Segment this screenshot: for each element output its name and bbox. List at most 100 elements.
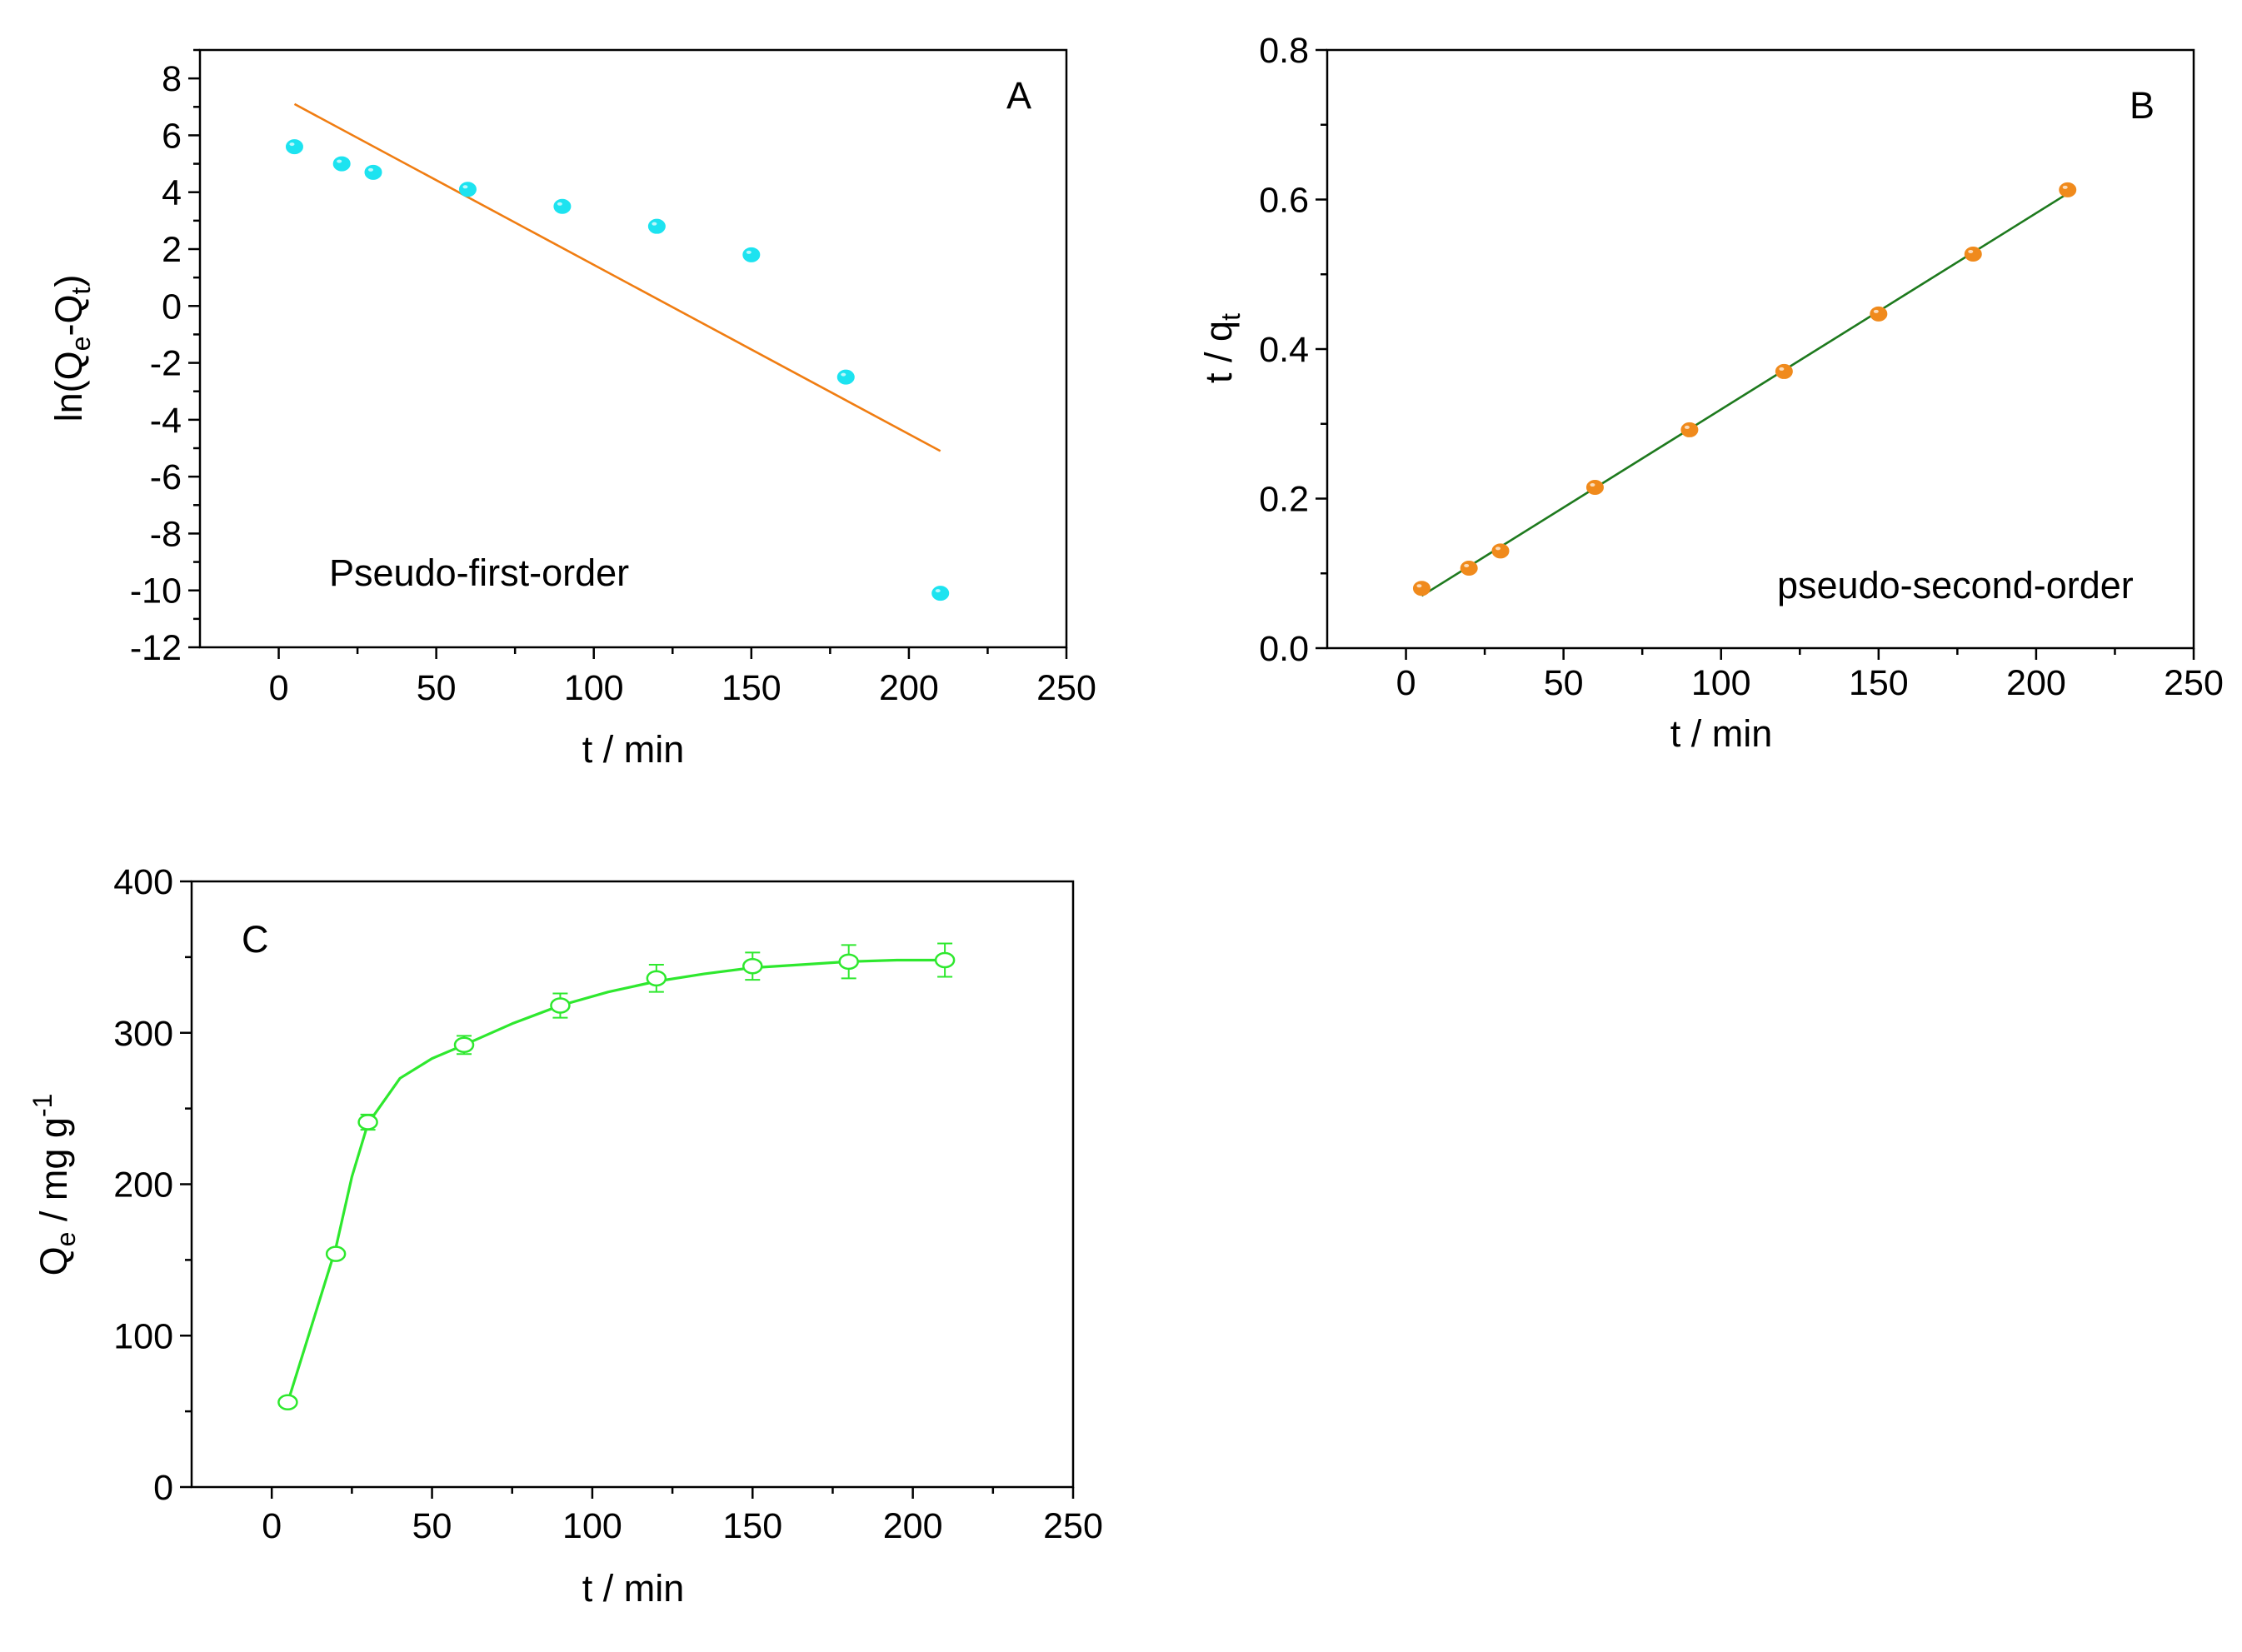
- panel-a-data-point: [553, 198, 572, 214]
- panel-a-y-tick-label: 0: [162, 287, 182, 327]
- panel-a-y-tick-label: 8: [162, 59, 182, 99]
- panel-c-y-axis-title: Qe / mg g-1: [27, 1094, 81, 1276]
- panel-b-y-tick-label: 0.8: [1259, 31, 1309, 71]
- panel-a-y-tick-label: 4: [162, 173, 182, 213]
- panel-c-data-point: [453, 1036, 475, 1054]
- panel-a-y-axis-title: ln(Qe-Qt): [47, 275, 96, 422]
- panel-c-adsorption-kinetics: 0 50 100 150 200 250 0 100 200 300 400 C t / min Q…: [27, 862, 1103, 1610]
- panel-c-data-point: [934, 951, 956, 969]
- panel-b-data-point: [1964, 247, 1982, 262]
- panel-c-data-point: [646, 970, 667, 987]
- panel-b-data-point: [1412, 581, 1431, 596]
- panel-a-data-point-highlight: [337, 159, 342, 163]
- panel-a-x-tick-label: 100: [564, 668, 624, 708]
- panel-c-x-tick-label: 250: [1043, 1506, 1103, 1546]
- panel-b-pseudo-second-order: 0 50 100 150 200 250 0.0 0.2 0.4 0.6 0.8 B pseudo-…: [1197, 31, 2224, 755]
- panel-c-x-tick-label: 100: [562, 1506, 622, 1546]
- panel-b-data-point: [1870, 306, 1888, 322]
- panel-c-data-point: [357, 1114, 378, 1130]
- panel-b-data-point-highlight: [2062, 185, 2068, 189]
- panel-a-data-point-highlight: [462, 185, 468, 189]
- panel-a-data-point-highlight: [652, 222, 657, 226]
- panel-c-x-tick-label: 50: [412, 1506, 452, 1546]
- panel-a-y-tick-label: -8: [150, 514, 182, 554]
- panel-b-ticks: 0 50 100 150 200 250 0.0 0.2 0.4 0.6 0.8: [1259, 31, 2224, 703]
- panel-a-x-axis-title: t / min: [582, 728, 685, 771]
- panel-a-data-point: [332, 156, 351, 172]
- panel-b-x-tick-label: 200: [2006, 663, 2066, 703]
- panel-a-plot-frame: [198, 48, 1068, 649]
- panel-c-y-tick-label: 300: [113, 1014, 173, 1054]
- panel-c-x-tick-label: 200: [883, 1506, 943, 1546]
- panel-a-y-tick-label: -4: [150, 401, 182, 441]
- panel-a-x-tick-label: 0: [269, 668, 289, 708]
- panel-b-y-axis-title: t / qt: [1197, 313, 1246, 383]
- panel-b-marks: [1412, 182, 2077, 597]
- panel-b-y-tick-label: 0.2: [1259, 480, 1309, 520]
- panel-b-data-point-highlight: [1416, 584, 1422, 588]
- panel-c-data-point: [742, 958, 763, 975]
- panel-a-data-point: [364, 164, 382, 180]
- panel-b-x-tick-label: 150: [1849, 663, 1909, 703]
- panel-a-x-tick-label: 250: [1036, 668, 1096, 708]
- panel-c-x-tick-label: 150: [722, 1506, 782, 1546]
- panel-a-y-tick-label: -2: [150, 344, 182, 384]
- panel-c-marks: [277, 942, 956, 1410]
- panel-b-fit-line: [1421, 192, 2069, 597]
- panel-c-data-point: [277, 1394, 298, 1410]
- panel-b-data-point-highlight: [1495, 547, 1500, 551]
- panel-c-ticks: 0 50 100 150 200 250 0 100 200 300 400: [113, 862, 1103, 1546]
- panel-a-ticks: 0 50 100 150 200 250 8 6 4 2 0 -2 -4 -6 -8 -10 -12: [130, 48, 1096, 708]
- panel-b-data-point: [1585, 480, 1604, 496]
- panel-a-data-point-highlight: [368, 167, 373, 172]
- panel-c-letter: C: [242, 918, 269, 961]
- panel-a-data-point: [742, 247, 761, 262]
- panel-b-y-tick-label: 0.4: [1259, 330, 1309, 370]
- panel-b-y-tick-label: 0.6: [1259, 181, 1309, 221]
- panel-a-y-tick-label: -12: [130, 628, 182, 668]
- panel-a-data-point-highlight: [935, 589, 941, 593]
- panel-a-x-tick-label: 150: [722, 668, 781, 708]
- panel-c-y-tick-label: 100: [113, 1316, 173, 1356]
- panel-a-x-tick-label: 50: [417, 668, 457, 708]
- panel-b-x-tick-label: 100: [1691, 663, 1751, 703]
- panel-b-data-point-highlight: [1873, 309, 1879, 313]
- panel-a-data-point: [647, 218, 666, 234]
- panel-b-letter: B: [2130, 84, 2155, 127]
- panel-b-x-tick-label: 0: [1396, 663, 1416, 703]
- panel-a-y-tick-label: 6: [162, 116, 182, 156]
- panel-c-x-axis-title: t / min: [582, 1567, 685, 1610]
- panel-b-x-axis-title: t / min: [1670, 712, 1773, 755]
- panel-a-x-tick-label: 200: [879, 668, 939, 708]
- panel-a-pseudo-first-order: 0 50 100 150 200 250 8 6 4 2 0 -2 -4 -6 -8 -10 -12 A Pse…: [47, 48, 1096, 771]
- panel-b-data-point-highlight: [1779, 367, 1785, 371]
- panel-b-data-point-highlight: [1590, 483, 1595, 487]
- panel-a-data-point-highlight: [746, 250, 751, 254]
- panel-a-data-point: [285, 139, 303, 155]
- panel-a-data-point-highlight: [289, 142, 295, 147]
- panel-a-letter: A: [1006, 74, 1031, 117]
- panel-b-annotation: pseudo-second-order: [1777, 564, 2134, 606]
- panel-b-data-point: [1460, 560, 1478, 576]
- panel-c-data-point: [325, 1245, 347, 1262]
- panel-b-x-tick-label: 50: [1544, 663, 1584, 703]
- panel-a-data-point: [931, 586, 950, 601]
- panel-a-data-point: [458, 182, 477, 197]
- panel-b-data-point: [1680, 422, 1699, 437]
- panel-b-data-point-highlight: [1684, 425, 1690, 429]
- panel-b-data-point-highlight: [1464, 563, 1470, 567]
- panel-c-x-tick-label: 0: [262, 1506, 282, 1546]
- panel-b-data-point: [1775, 363, 1793, 379]
- panel-a-y-tick-label: 2: [162, 230, 182, 270]
- panel-c-y-tick-label: 200: [113, 1165, 173, 1205]
- panel-c-y-tick-label: 0: [153, 1468, 173, 1508]
- panel-c-data-point: [838, 953, 859, 971]
- panel-a-y-tick-label: -10: [130, 571, 182, 611]
- panel-b-x-tick-label: 250: [2164, 663, 2224, 703]
- panel-b-y-tick-label: 0.0: [1259, 629, 1309, 669]
- panel-a-data-point-highlight: [557, 202, 562, 206]
- panel-a-annotation: Pseudo-first-order: [329, 551, 629, 594]
- panel-a-y-tick-label: -6: [150, 457, 182, 497]
